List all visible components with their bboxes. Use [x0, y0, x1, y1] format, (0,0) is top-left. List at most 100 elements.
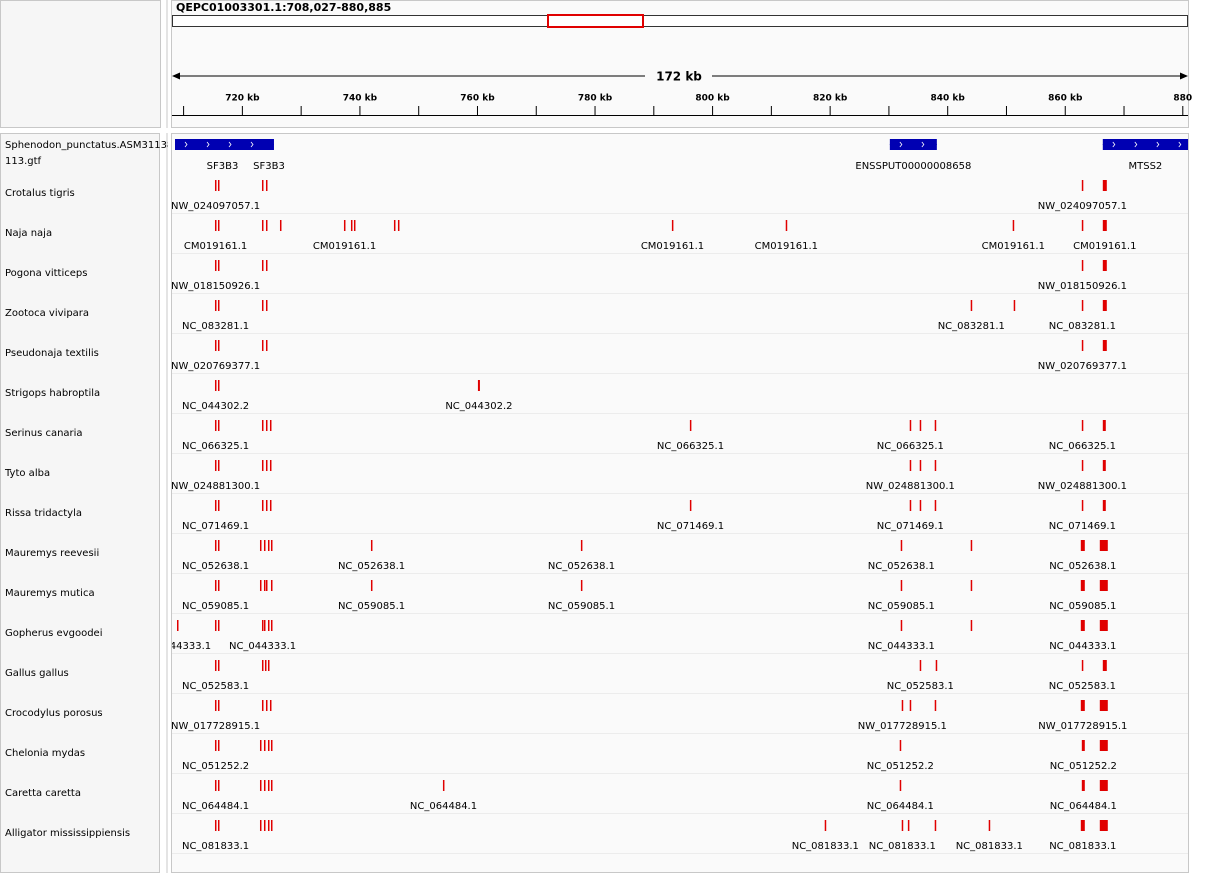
block-label: NW_018150926.1 [1038, 281, 1127, 292]
header-left-panel [0, 0, 161, 128]
block-label: NC_066325.1 [1049, 441, 1116, 452]
alignment-block [370, 540, 373, 551]
block-label: NC_064484.1 [182, 801, 249, 812]
alignment-block [265, 420, 268, 431]
block-label: NC_044333.1 [868, 641, 935, 652]
block-label: NC_052638.1 [338, 561, 405, 572]
block-label: NC_052583.1 [1049, 681, 1116, 692]
block-label: NC_051252.2 [867, 761, 934, 772]
strand-arrow [184, 141, 188, 148]
block-label: NC_081833.1 [792, 841, 859, 852]
alignment-block [919, 420, 922, 431]
alignment-block [689, 420, 692, 431]
alignment-block [1081, 180, 1084, 191]
block-label: NC_081833.1 [869, 841, 936, 852]
alignment-block [393, 220, 396, 231]
strand-arrow [1156, 141, 1160, 148]
alignment-block [270, 780, 273, 791]
tick-label: 800 kb [695, 94, 730, 104]
block-label: NC_071469.1 [877, 521, 944, 532]
alignment-block [370, 580, 373, 591]
alignment-block [214, 820, 217, 831]
alignment-block [1012, 220, 1015, 231]
alignment-block [265, 580, 268, 591]
alignment-block [919, 460, 922, 471]
alignment-block [217, 660, 220, 671]
block-label: NC_064484.1 [867, 801, 934, 812]
block-label: NC_071469.1 [182, 521, 249, 532]
alignment-block [214, 700, 217, 711]
alignment-block [217, 780, 220, 791]
alignment-block [214, 180, 217, 191]
alignment-block [214, 460, 217, 471]
alignment-block [214, 300, 217, 311]
block-label: NW_017728915.1 [858, 721, 947, 732]
strand-arrow [1112, 141, 1116, 148]
alignment-block [265, 460, 268, 471]
alignment-block [214, 580, 217, 591]
alignment-block [934, 700, 937, 711]
alignment-block [259, 580, 262, 591]
strand-arrow [921, 141, 925, 148]
alignment-block [900, 580, 903, 591]
alignment-block [343, 220, 346, 231]
track-name: Rissa tridactyla [5, 508, 82, 519]
tick-label: 880 [1173, 94, 1192, 104]
alignment-block [217, 740, 220, 751]
alignment-block [263, 620, 266, 631]
block-label: NC_052638.1 [868, 561, 935, 572]
block-label: CM019161.1 [982, 241, 1045, 252]
block-label: NC_064484.1 [410, 801, 477, 812]
gene-feature [1102, 139, 1188, 150]
alignment-block [263, 780, 266, 791]
block-label: NW_024097057.1 [1038, 201, 1127, 212]
block-label: NC_083281.1 [938, 321, 1005, 332]
block-label: NC_044333.1 [229, 641, 296, 652]
alignment-block [970, 540, 973, 551]
track-name: Mauremys reevesii [5, 548, 99, 559]
block-label: NC_066325.1 [182, 441, 249, 452]
alignment-block [259, 820, 262, 831]
alignment-block [1099, 580, 1108, 591]
alignment-block [264, 660, 267, 671]
track-name: Pseudonaja textilis [5, 348, 99, 359]
alignment-block [214, 540, 217, 551]
block-label: NC_059085.1 [182, 601, 249, 612]
alignment-block [785, 220, 788, 231]
alignment-block [214, 660, 217, 671]
alignment-block [899, 780, 902, 791]
alignment-block [580, 580, 583, 591]
alignment-block [263, 580, 266, 591]
track-name: Pogona vitticeps [5, 268, 87, 279]
alignment-block [259, 540, 262, 551]
alignment-block [263, 820, 266, 831]
block-label: NC_081833.1 [182, 841, 249, 852]
alignment-block [901, 700, 904, 711]
strand-arrow [1134, 141, 1138, 148]
gene-feature [889, 139, 937, 150]
alignment-block [217, 700, 220, 711]
alignment-block [1099, 620, 1108, 631]
alignment-block [267, 820, 270, 831]
block-label: NW_024881300.1 [171, 481, 260, 492]
block-label: NW_020769377.1 [1038, 361, 1127, 372]
alignment-block [217, 580, 220, 591]
alignment-block [217, 460, 220, 471]
alignment-block [934, 460, 937, 471]
alignment-block [267, 620, 270, 631]
alignment-block [217, 300, 220, 311]
tick-label: 860 kb [1048, 94, 1083, 104]
alignment-block [269, 700, 272, 711]
ideogram-view-box [547, 14, 644, 28]
alignment-block [1102, 340, 1107, 351]
block-label: NW_024881300.1 [1038, 481, 1127, 492]
block-label: NW_017728915.1 [1038, 721, 1127, 732]
alignment-block [909, 420, 912, 431]
alignment-block [1102, 500, 1106, 511]
alignment-block [1081, 780, 1085, 791]
ideogram [172, 15, 1188, 27]
block-label: NC_044302.2 [182, 401, 249, 412]
alignment-block [261, 180, 264, 191]
ruler: 172 kb 720 kb 740 kb 760 kb 780 kb 800 kb 820 … [172, 70, 1192, 116]
alignment-block [909, 460, 912, 471]
